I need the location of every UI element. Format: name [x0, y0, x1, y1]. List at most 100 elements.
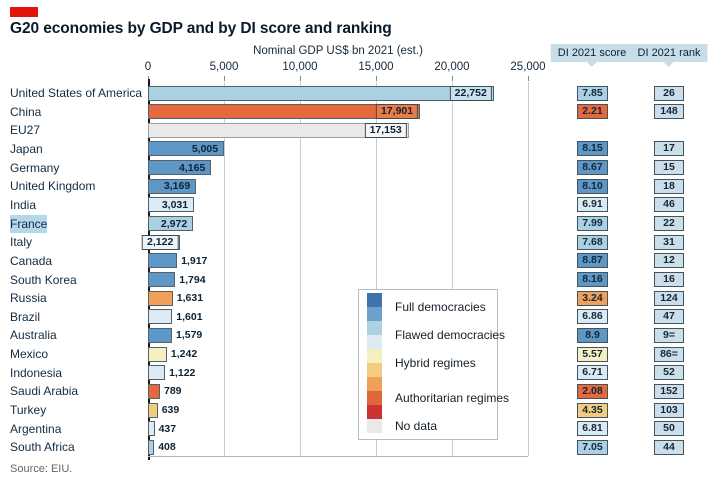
di-rank-badge: 26	[654, 85, 684, 101]
country-label: Turkey	[10, 403, 47, 418]
country-label: Italy	[10, 235, 33, 250]
di-rank-badge: 12	[654, 253, 684, 269]
di-score-column-header: DI 2021 score	[550, 44, 634, 62]
axis-tick-mark	[300, 76, 301, 81]
di-rank-column-header: DI 2021 rank	[630, 44, 708, 62]
gdp-value-label: 408	[158, 441, 176, 454]
di-rank-badge: 17	[654, 141, 684, 157]
di-score-badge: 2.08	[577, 383, 608, 399]
axis-tick-mark	[528, 76, 529, 81]
di-score-badge: 6.81	[577, 421, 608, 437]
legend-swatch	[367, 293, 382, 307]
gridline	[376, 82, 377, 456]
di-score-badge: 8.87	[577, 253, 608, 269]
gdp-bar	[148, 365, 166, 381]
gdp-bar	[148, 216, 194, 232]
axis-tick-label: 5,000	[209, 61, 239, 73]
gdp-bar	[148, 104, 421, 120]
axis-tick-label: 15,000	[358, 61, 394, 73]
table-row: Turkey 639 4.35 103	[0, 401, 710, 420]
table-row: Mexico 1,242 5.57 86=	[0, 345, 710, 364]
legend-swatch	[367, 321, 382, 335]
gdp-value-label: 3,169	[163, 180, 191, 193]
legend-swatch	[367, 405, 382, 419]
table-row: Brazil 1,601 6.86 47	[0, 308, 710, 327]
axis-tick-mark	[224, 76, 225, 81]
di-rank-badge: 103	[654, 402, 684, 418]
di-score-badge: 8.15	[577, 141, 608, 157]
country-label: Canada	[10, 253, 53, 268]
di-score-badge: 8.67	[577, 160, 608, 176]
gdp-bar	[148, 290, 173, 306]
gdp-value-label: 4,165	[179, 161, 206, 174]
table-row: Argentina 437 6.81 50	[0, 420, 710, 439]
gdp-bar	[148, 439, 155, 455]
country-label: South Africa	[10, 440, 75, 455]
table-row: China 17,901 2.21 148	[0, 103, 710, 122]
country-label: Brazil	[10, 309, 41, 324]
di-rank-badge: 52	[654, 365, 684, 381]
table-row: France 2,972 7.99 22	[0, 214, 710, 234]
legend-swatch	[367, 349, 382, 363]
di-rank-badge: 152	[654, 383, 684, 399]
table-row: Saudi Arabia 789 2.08 152	[0, 382, 710, 401]
zero-axis-line	[148, 79, 150, 460]
gdp-bar	[148, 346, 167, 362]
gdp-bar	[148, 327, 172, 343]
di-rank-badge: 124	[654, 290, 684, 306]
table-row: United States of America 22,752 7.85 26	[0, 84, 710, 103]
di-score-badge: 6.71	[577, 365, 608, 381]
di-score-badge: 6.91	[577, 197, 608, 213]
gdp-bar	[148, 122, 409, 138]
legend-item-label: Flawed democracies	[395, 328, 506, 342]
legend-item-label: Hybrid regimes	[395, 356, 476, 370]
country-label: Russia	[10, 291, 47, 306]
gridline	[300, 82, 301, 456]
axis-tick-label: 10,000	[282, 61, 318, 73]
di-rank-badge: 15	[654, 160, 684, 176]
country-label: Mexico	[10, 347, 49, 362]
di-score-badge: 7.05	[577, 439, 608, 455]
axis-tick-label: 25,000	[510, 61, 546, 73]
gdp-bar	[148, 272, 176, 287]
gdp-value-label: 2,122	[142, 234, 179, 250]
source-note: Source: EIU.	[10, 463, 73, 475]
legend: Full democracies Flawed democracies Hybrid…	[358, 289, 509, 440]
table-row: Canada 1,917 8.87 12	[0, 252, 710, 271]
di-score-badge: 4.35	[577, 402, 608, 418]
rows-layer: United States of America 22,752 7.85 26 …	[0, 84, 710, 458]
gdp-value-label: 1,794	[179, 273, 206, 286]
legend-item-label: Authoritarian regimes	[395, 391, 510, 405]
gdp-value-label: 22,752	[449, 85, 492, 101]
page-title: G20 economies by GDP and by DI score and…	[10, 20, 392, 37]
di-score-badge: 7.85	[577, 85, 608, 101]
gdp-bar	[148, 253, 178, 269]
di-rank-badge: 86=	[654, 346, 684, 362]
gdp-value-label: 1,601	[176, 310, 203, 323]
table-row: EU27 17,153	[0, 121, 710, 140]
table-row: Italy 2,122 7.68 31	[0, 233, 710, 252]
di-score-badge: 2.21	[577, 104, 608, 120]
country-label: Indonesia	[10, 365, 63, 380]
plot-baseline	[148, 456, 528, 457]
country-label: South Korea	[10, 272, 77, 287]
legend-item-label: No data	[395, 419, 438, 433]
di-rank-badge: 47	[654, 309, 684, 325]
gdp-value-label: 17,153	[364, 122, 407, 138]
gdp-value-label: 3,031	[161, 198, 189, 211]
di-rank-badge: 148	[654, 104, 684, 120]
gdp-bar	[148, 383, 160, 399]
di-rank-badge: 18	[654, 178, 684, 194]
gdp-value-label: 5,005	[191, 142, 219, 155]
di-score-badge: 8.16	[577, 272, 608, 287]
economist-red-tab-icon	[10, 7, 38, 17]
legend-swatch	[367, 363, 382, 377]
di-score-badge: 7.99	[577, 216, 608, 232]
di-rank-badge: 16	[654, 272, 684, 287]
gdp-value-label: 2,972	[160, 217, 188, 230]
axis-tick-label: 0	[144, 61, 152, 73]
gridline	[452, 82, 453, 456]
table-row: Germany 4,165 8.67 15	[0, 159, 710, 178]
country-label: Germany	[10, 160, 60, 175]
